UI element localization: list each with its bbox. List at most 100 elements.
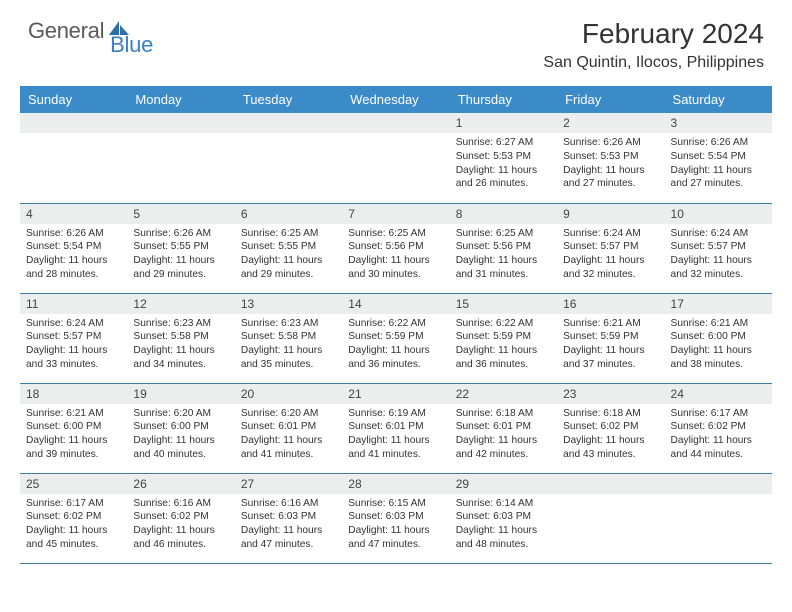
empty-day-cell: [342, 113, 449, 203]
day-number: [665, 474, 772, 494]
dow-header: Tuesday: [235, 86, 342, 113]
day-number: 19: [127, 384, 234, 404]
day-number: [342, 113, 449, 133]
day-cell: 19Sunrise: 6:20 AMSunset: 6:00 PMDayligh…: [127, 383, 234, 473]
dow-header: Friday: [557, 86, 664, 113]
day-of-week-row: SundayMondayTuesdayWednesdayThursdayFrid…: [20, 86, 772, 113]
day-number: 8: [450, 204, 557, 224]
day-cell: 12Sunrise: 6:23 AMSunset: 5:58 PMDayligh…: [127, 293, 234, 383]
day-number: [235, 113, 342, 133]
calendar-body: 1Sunrise: 6:27 AMSunset: 5:53 PMDaylight…: [20, 113, 772, 563]
day-details: Sunrise: 6:21 AMSunset: 6:00 PMDaylight:…: [665, 314, 772, 376]
day-details: [557, 494, 664, 544]
day-number: [127, 113, 234, 133]
day-cell: 13Sunrise: 6:23 AMSunset: 5:58 PMDayligh…: [235, 293, 342, 383]
day-cell: 15Sunrise: 6:22 AMSunset: 5:59 PMDayligh…: [450, 293, 557, 383]
day-details: Sunrise: 6:17 AMSunset: 6:02 PMDaylight:…: [20, 494, 127, 556]
day-cell: 9Sunrise: 6:24 AMSunset: 5:57 PMDaylight…: [557, 203, 664, 293]
day-details: Sunrise: 6:23 AMSunset: 5:58 PMDaylight:…: [127, 314, 234, 376]
dow-header: Thursday: [450, 86, 557, 113]
week-row: 18Sunrise: 6:21 AMSunset: 6:00 PMDayligh…: [20, 383, 772, 473]
day-number: 4: [20, 204, 127, 224]
day-details: Sunrise: 6:16 AMSunset: 6:02 PMDaylight:…: [127, 494, 234, 556]
day-cell: 17Sunrise: 6:21 AMSunset: 6:00 PMDayligh…: [665, 293, 772, 383]
empty-day-cell: [20, 113, 127, 203]
day-number: 25: [20, 474, 127, 494]
day-details: Sunrise: 6:14 AMSunset: 6:03 PMDaylight:…: [450, 494, 557, 556]
day-cell: 21Sunrise: 6:19 AMSunset: 6:01 PMDayligh…: [342, 383, 449, 473]
location: San Quintin, Ilocos, Philippines: [543, 54, 764, 72]
day-number: 7: [342, 204, 449, 224]
day-details: [342, 133, 449, 183]
day-number: 29: [450, 474, 557, 494]
day-cell: 24Sunrise: 6:17 AMSunset: 6:02 PMDayligh…: [665, 383, 772, 473]
day-cell: 14Sunrise: 6:22 AMSunset: 5:59 PMDayligh…: [342, 293, 449, 383]
day-number: 26: [127, 474, 234, 494]
day-number: 14: [342, 294, 449, 314]
day-details: Sunrise: 6:25 AMSunset: 5:56 PMDaylight:…: [342, 224, 449, 286]
day-number: 20: [235, 384, 342, 404]
day-cell: 5Sunrise: 6:26 AMSunset: 5:55 PMDaylight…: [127, 203, 234, 293]
day-details: Sunrise: 6:20 AMSunset: 6:01 PMDaylight:…: [235, 404, 342, 466]
day-cell: 2Sunrise: 6:26 AMSunset: 5:53 PMDaylight…: [557, 113, 664, 203]
day-cell: 29Sunrise: 6:14 AMSunset: 6:03 PMDayligh…: [450, 473, 557, 563]
empty-day-cell: [235, 113, 342, 203]
day-details: Sunrise: 6:20 AMSunset: 6:00 PMDaylight:…: [127, 404, 234, 466]
logo: General Blue: [28, 18, 175, 44]
day-number: [557, 474, 664, 494]
day-cell: 10Sunrise: 6:24 AMSunset: 5:57 PMDayligh…: [665, 203, 772, 293]
day-details: Sunrise: 6:22 AMSunset: 5:59 PMDaylight:…: [450, 314, 557, 376]
day-number: 17: [665, 294, 772, 314]
day-details: Sunrise: 6:23 AMSunset: 5:58 PMDaylight:…: [235, 314, 342, 376]
day-number: 27: [235, 474, 342, 494]
day-details: Sunrise: 6:21 AMSunset: 6:00 PMDaylight:…: [20, 404, 127, 466]
dow-header: Sunday: [20, 86, 127, 113]
day-cell: 16Sunrise: 6:21 AMSunset: 5:59 PMDayligh…: [557, 293, 664, 383]
day-cell: 18Sunrise: 6:21 AMSunset: 6:00 PMDayligh…: [20, 383, 127, 473]
logo-text-general: General: [28, 18, 104, 44]
day-details: Sunrise: 6:15 AMSunset: 6:03 PMDaylight:…: [342, 494, 449, 556]
empty-day-cell: [127, 113, 234, 203]
day-details: Sunrise: 6:18 AMSunset: 6:02 PMDaylight:…: [557, 404, 664, 466]
day-number: 5: [127, 204, 234, 224]
day-number: 16: [557, 294, 664, 314]
day-number: 6: [235, 204, 342, 224]
day-cell: 3Sunrise: 6:26 AMSunset: 5:54 PMDaylight…: [665, 113, 772, 203]
day-cell: 27Sunrise: 6:16 AMSunset: 6:03 PMDayligh…: [235, 473, 342, 563]
day-cell: 4Sunrise: 6:26 AMSunset: 5:54 PMDaylight…: [20, 203, 127, 293]
day-cell: 8Sunrise: 6:25 AMSunset: 5:56 PMDaylight…: [450, 203, 557, 293]
day-number: 22: [450, 384, 557, 404]
day-cell: 25Sunrise: 6:17 AMSunset: 6:02 PMDayligh…: [20, 473, 127, 563]
day-details: [20, 133, 127, 183]
month-title: February 2024: [543, 18, 764, 50]
day-details: Sunrise: 6:24 AMSunset: 5:57 PMDaylight:…: [665, 224, 772, 286]
day-details: Sunrise: 6:24 AMSunset: 5:57 PMDaylight:…: [557, 224, 664, 286]
day-number: 9: [557, 204, 664, 224]
day-number: 28: [342, 474, 449, 494]
calendar-table: SundayMondayTuesdayWednesdayThursdayFrid…: [20, 86, 772, 564]
day-cell: 1Sunrise: 6:27 AMSunset: 5:53 PMDaylight…: [450, 113, 557, 203]
day-details: Sunrise: 6:19 AMSunset: 6:01 PMDaylight:…: [342, 404, 449, 466]
day-details: Sunrise: 6:25 AMSunset: 5:56 PMDaylight:…: [450, 224, 557, 286]
day-cell: 22Sunrise: 6:18 AMSunset: 6:01 PMDayligh…: [450, 383, 557, 473]
day-details: Sunrise: 6:24 AMSunset: 5:57 PMDaylight:…: [20, 314, 127, 376]
day-details: Sunrise: 6:26 AMSunset: 5:54 PMDaylight:…: [665, 133, 772, 195]
day-details: Sunrise: 6:27 AMSunset: 5:53 PMDaylight:…: [450, 133, 557, 195]
empty-day-cell: [557, 473, 664, 563]
day-number: 10: [665, 204, 772, 224]
week-row: 11Sunrise: 6:24 AMSunset: 5:57 PMDayligh…: [20, 293, 772, 383]
week-row: 4Sunrise: 6:26 AMSunset: 5:54 PMDaylight…: [20, 203, 772, 293]
title-block: February 2024 San Quintin, Ilocos, Phili…: [543, 18, 764, 72]
day-number: 2: [557, 113, 664, 133]
day-details: Sunrise: 6:26 AMSunset: 5:55 PMDaylight:…: [127, 224, 234, 286]
day-details: Sunrise: 6:17 AMSunset: 6:02 PMDaylight:…: [665, 404, 772, 466]
day-number: 12: [127, 294, 234, 314]
day-cell: 20Sunrise: 6:20 AMSunset: 6:01 PMDayligh…: [235, 383, 342, 473]
day-details: Sunrise: 6:21 AMSunset: 5:59 PMDaylight:…: [557, 314, 664, 376]
header: General Blue February 2024 San Quintin, …: [0, 0, 792, 78]
day-details: Sunrise: 6:22 AMSunset: 5:59 PMDaylight:…: [342, 314, 449, 376]
day-number: 1: [450, 113, 557, 133]
day-details: [665, 494, 772, 544]
day-details: Sunrise: 6:18 AMSunset: 6:01 PMDaylight:…: [450, 404, 557, 466]
day-details: Sunrise: 6:25 AMSunset: 5:55 PMDaylight:…: [235, 224, 342, 286]
